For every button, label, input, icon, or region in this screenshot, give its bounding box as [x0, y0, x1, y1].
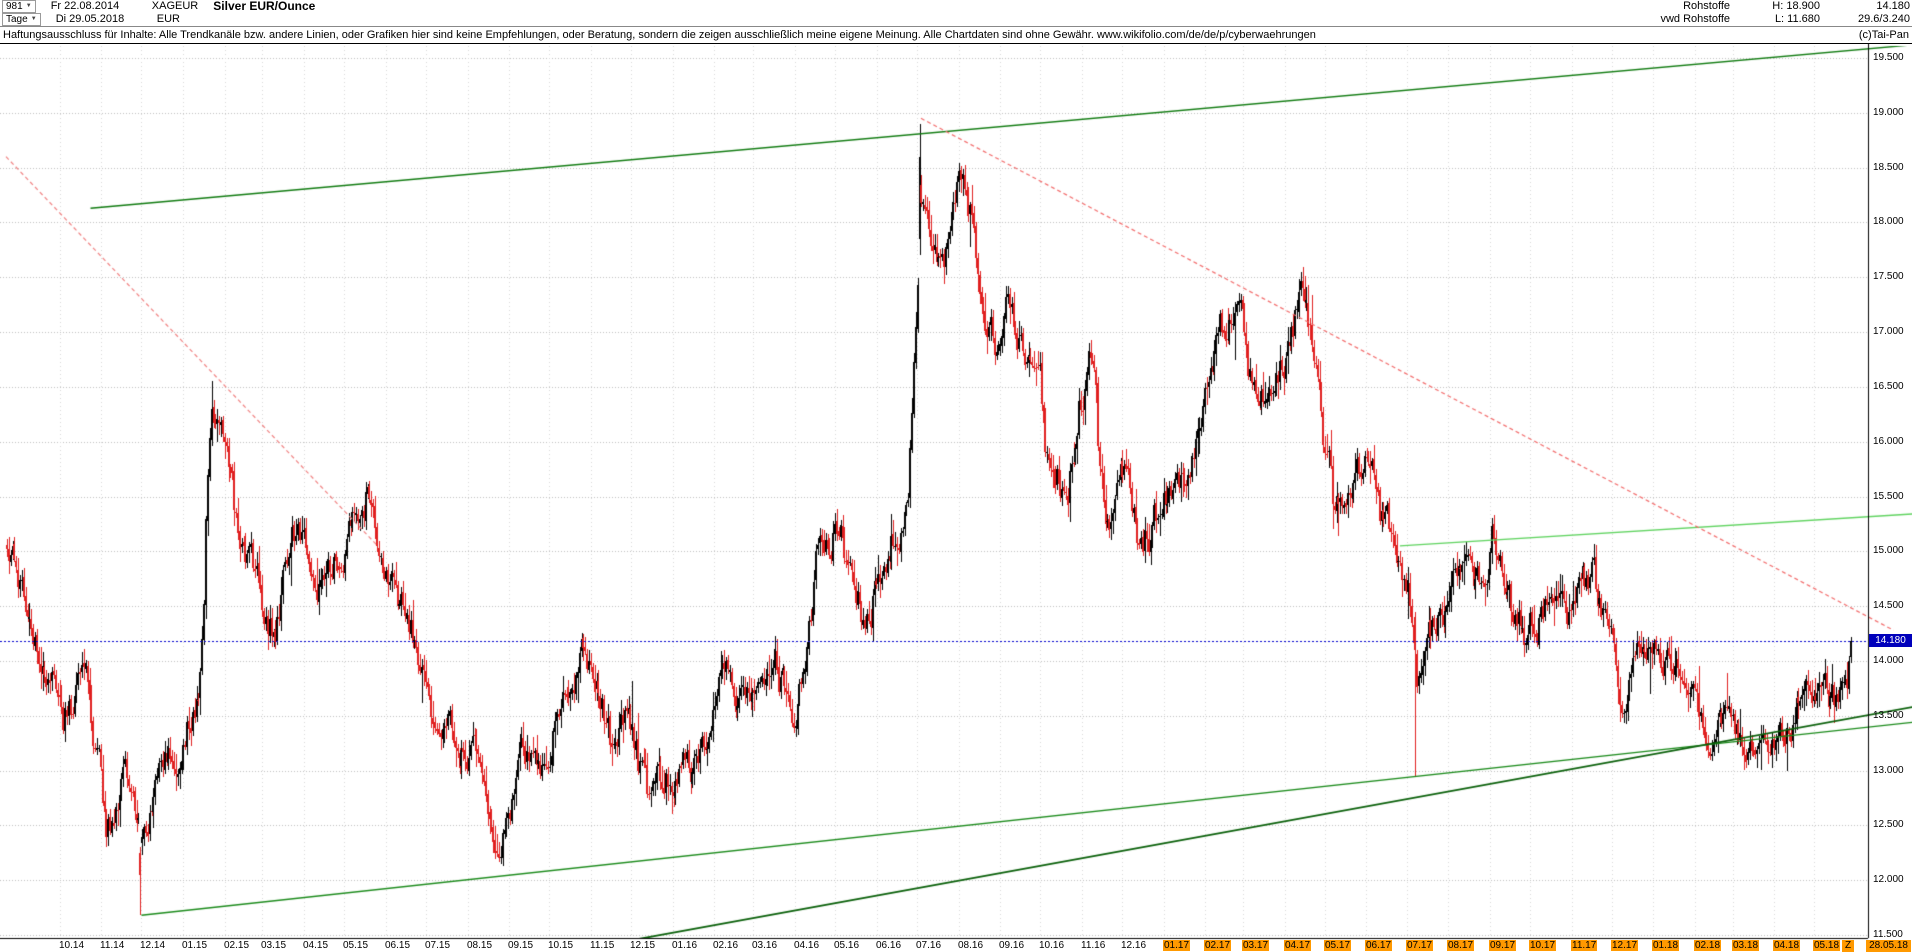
chevron-down-icon: ▼	[25, 3, 32, 9]
time-axis-label: 09.16	[999, 940, 1025, 951]
time-axis-label: 02.17	[1204, 940, 1232, 951]
timeframe-dropdown[interactable]: Tage ▼	[2, 13, 41, 26]
timeframe-value: Tage	[6, 14, 28, 26]
price-axis-label: 12.500	[1873, 819, 1904, 830]
time-axis-label: 01.18	[1652, 940, 1680, 951]
time-axis-label: 05.15	[343, 940, 369, 951]
time-axis-label: 12.14	[140, 940, 166, 951]
time-axis-label: 09.17	[1489, 940, 1517, 951]
series-end-date: Di 29.05.2018	[55, 13, 125, 25]
price-axis-label: 18.000	[1873, 216, 1904, 227]
date-volume-value: 29.6/3.240	[1858, 13, 1910, 25]
toolbar-row-1: 981 ▼ Fr 22.08.2014 XAGEUR Silver EUR/Oun…	[0, 0, 1912, 13]
price-axis-label: 17.500	[1873, 271, 1904, 282]
time-axis-label: 04.17	[1284, 940, 1312, 951]
time-axis-label: 01.17	[1163, 940, 1191, 951]
bars-count-dropdown[interactable]: 981 ▼	[2, 0, 36, 13]
time-axis-label: 07.15	[425, 940, 451, 951]
time-axis-label: 02.16	[713, 940, 739, 951]
time-axis-label: 10.16	[1039, 940, 1065, 951]
toolbar: 981 ▼ Fr 22.08.2014 XAGEUR Silver EUR/Oun…	[0, 0, 1912, 27]
price-axis-label: 19.000	[1873, 107, 1904, 118]
symbol-code: XAGEUR	[151, 0, 199, 12]
zoom-marker[interactable]: Z	[1842, 940, 1855, 952]
time-axis-label: 06.16	[876, 940, 902, 951]
disclaimer-text: Haftungsausschluss für Inhalte: Alle Tre…	[3, 29, 1316, 41]
last-price-value: 14.180	[1876, 0, 1910, 12]
price-axis-label: 17.000	[1873, 326, 1904, 337]
time-axis-label: 04.18	[1773, 940, 1801, 951]
time-axis-label: 10.15	[548, 940, 574, 951]
price-axis-label: 19.500	[1873, 52, 1904, 63]
time-axis-label: 05.16	[834, 940, 860, 951]
chart-title: Silver EUR/Ounce	[213, 0, 316, 13]
time-axis-label: 01.15	[182, 940, 208, 951]
price-axis-label: 16.000	[1873, 436, 1904, 447]
time-axis-label: 01.16	[672, 940, 698, 951]
time-axis-label: 09.15	[508, 940, 534, 951]
last-price-badge: 14.180	[1869, 634, 1912, 647]
time-axis-label: 04.16	[794, 940, 820, 951]
time-axis-label: 11.14	[100, 940, 125, 951]
currency-code: EUR	[156, 13, 180, 25]
price-axis-label: 13.000	[1873, 765, 1904, 776]
price-axis-label: 14.500	[1873, 600, 1904, 611]
price-axis-label: 15.500	[1873, 491, 1904, 502]
time-axis-label: 07.17	[1406, 940, 1434, 951]
time-axis-label: 06.15	[385, 940, 411, 951]
time-axis-label: 05.17	[1324, 940, 1352, 951]
time-axis-label: 11.16	[1081, 940, 1106, 951]
quote-info-row-2: vwd Rohstoffe L: 11.680 29.6/3.240	[1600, 13, 1910, 26]
price-axis-label: 16.500	[1873, 381, 1904, 392]
time-axis-label: 02.15	[224, 940, 250, 951]
time-axis-label: 03.18	[1732, 940, 1760, 951]
bars-count-value: 981	[6, 1, 23, 13]
time-axis-label: 04.15	[303, 940, 329, 951]
time-axis-label: 08.17	[1447, 940, 1475, 951]
price-axis-label: 14.000	[1873, 655, 1904, 666]
period-low-value: L: 11.680	[1774, 13, 1820, 25]
time-axis-label: 10.14	[59, 940, 85, 951]
time-axis-label: 03.15	[261, 940, 287, 951]
disclaimer-bar: Haftungsausschluss für Inhalte: Alle Tre…	[0, 27, 1912, 44]
current-date-badge: 28.05.18	[1866, 940, 1911, 952]
time-axis-label: 02.18	[1694, 940, 1722, 951]
quote-info-row-1: Rohstoffe H: 18.900 14.180	[1600, 0, 1910, 13]
time-axis-label: 10.17	[1529, 940, 1557, 951]
time-axis-label: 11.17	[1571, 940, 1598, 951]
time-axis-label: 03.17	[1242, 940, 1270, 951]
price-axis-label: 13.500	[1873, 710, 1904, 721]
time-axis-label: 12.17	[1611, 940, 1639, 951]
series-start-date: Fr 22.08.2014	[50, 0, 120, 12]
chevron-down-icon: ▼	[30, 16, 37, 22]
price-axis-label: 11.500	[1873, 929, 1903, 940]
price-axis-label: 12.000	[1873, 874, 1904, 885]
time-axis-label: 06.17	[1365, 940, 1393, 951]
time-axis-label: 12.15	[630, 940, 656, 951]
feed-source-label: vwd Rohstoffe	[1660, 13, 1730, 25]
time-axis-label: 08.16	[958, 940, 984, 951]
time-axis-label: 07.16	[916, 940, 942, 951]
feed-category-label: Rohstoffe	[1683, 0, 1730, 12]
time-axis-label: 05.18	[1813, 940, 1841, 951]
time-axis-label: 08.15	[467, 940, 493, 951]
time-axis-label: 12.16	[1121, 940, 1147, 951]
price-axis-label: 15.000	[1873, 545, 1904, 556]
copyright-label: (c)Tai-Pan	[1858, 29, 1909, 41]
toolbar-row-2: Tage ▼ Di 29.05.2018 EUR vwd Rohstoffe L:…	[0, 13, 1912, 26]
time-axis-label: 11.15	[590, 940, 615, 951]
time-axis-label: 03.16	[752, 940, 778, 951]
period-high-value: H: 18.900	[1772, 0, 1820, 12]
price-axis-label: 18.500	[1873, 162, 1904, 173]
